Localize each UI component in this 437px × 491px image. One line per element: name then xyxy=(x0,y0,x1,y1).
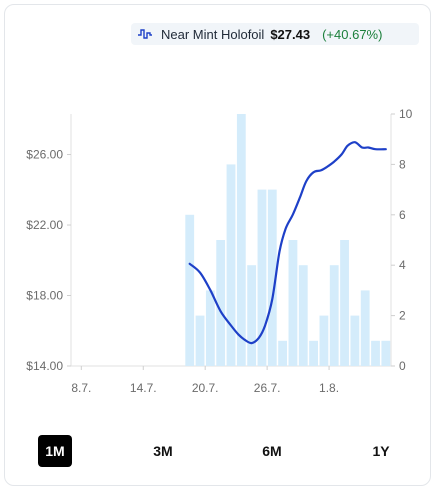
volume-bar xyxy=(288,240,298,366)
legend-series-name: Near Mint Holofoil xyxy=(161,26,265,42)
volume-bar xyxy=(309,340,318,366)
volume-bar xyxy=(381,340,391,366)
y-left-tick-label: $18.00 xyxy=(26,289,63,303)
x-tick-label: 20.7. xyxy=(192,381,219,395)
price-line-icon xyxy=(137,27,153,41)
x-tick-label: 14.7. xyxy=(130,381,157,395)
volume-bar xyxy=(216,240,226,366)
price-volume-chart: $14.00 $18.00 $22.00 $26.00 0 2 4 6 8 10 8.7. 14.7.… xyxy=(26,107,413,395)
volume-bar xyxy=(267,189,277,366)
y-right-tick-label: 8 xyxy=(399,157,406,171)
volume-bar xyxy=(195,315,205,366)
x-tick-label: 8.7. xyxy=(71,381,91,395)
volume-bar xyxy=(319,315,329,366)
volume-bar xyxy=(278,340,288,366)
y-left-tick-label: $22.00 xyxy=(26,218,63,232)
range-button-1y[interactable]: 1Y xyxy=(372,443,390,459)
volume-bar xyxy=(185,214,195,366)
volume-bar xyxy=(236,114,246,366)
volume-bar xyxy=(340,240,349,366)
chart-legend: Near Mint Holofoil $27.43 (+40.67%) xyxy=(131,23,419,45)
y-left-tick-label: $26.00 xyxy=(26,148,63,162)
x-tick-label: 1.8. xyxy=(319,381,339,395)
volume-bar xyxy=(247,265,257,366)
range-button-6m[interactable]: 6M xyxy=(262,443,282,459)
y-right-tick-label: 0 xyxy=(399,359,406,373)
volume-bar xyxy=(298,265,308,366)
range-selector: 1M 3M 6M 1Y xyxy=(0,435,437,469)
range-button-3m[interactable]: 3M xyxy=(153,443,173,459)
x-tick-label: 26.7. xyxy=(254,381,281,395)
volume-bar xyxy=(371,340,380,366)
volume-bar xyxy=(226,164,236,366)
volume-bar xyxy=(205,290,215,366)
y-right-tick-label: 2 xyxy=(399,309,406,323)
y-right-tick-label: 6 xyxy=(399,208,406,222)
legend-price: $27.43 xyxy=(270,26,311,42)
volume-bar xyxy=(350,315,360,366)
y-right-tick-label: 4 xyxy=(399,258,406,272)
volume-bar xyxy=(360,290,370,366)
volume-bar xyxy=(257,189,267,366)
price-line xyxy=(188,141,387,345)
volume-bar xyxy=(329,265,339,366)
y-left-tick-label: $14.00 xyxy=(26,359,63,373)
y-right-tick-label: 10 xyxy=(399,107,413,121)
range-button-1m[interactable]: 1M xyxy=(38,435,72,467)
legend-change: (+40.67%) xyxy=(322,26,383,42)
